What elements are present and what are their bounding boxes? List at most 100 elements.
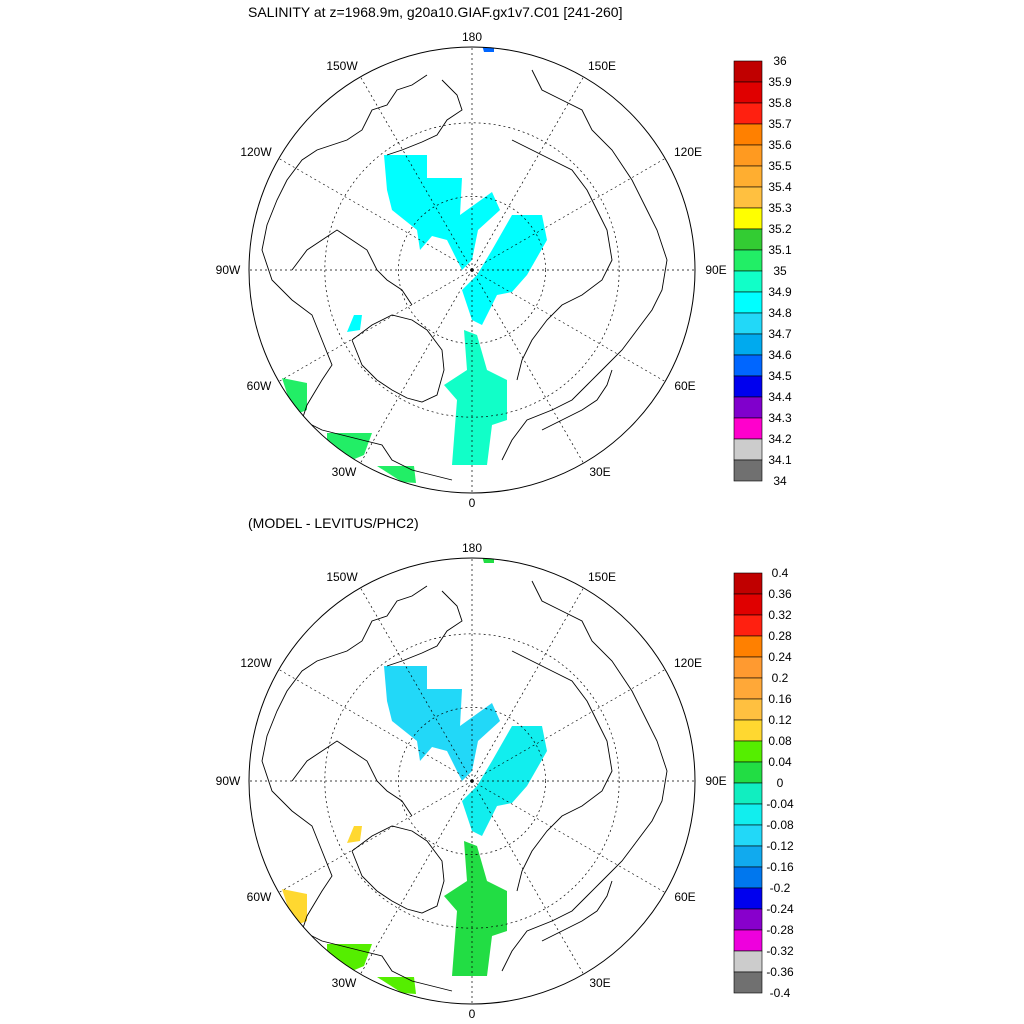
longitude-label-sw: 30W [332, 976, 357, 990]
coastline-1 [386, 590, 463, 667]
colorbar-swatch [733, 438, 763, 461]
colorbar-label: 34.2 [768, 432, 792, 446]
colorbar-label: 0.12 [768, 713, 792, 727]
colorbar-label: 35.8 [768, 96, 792, 110]
longitude-label-ese: 60E [674, 890, 695, 904]
colorbar-label: 35.4 [768, 180, 792, 194]
colorbar-label: 0.04 [768, 755, 792, 769]
latitude-circle-1 [324, 633, 620, 929]
meridian-7 [360, 269, 473, 464]
coastline-1 [386, 79, 463, 156]
colorbar-swatch [733, 866, 763, 889]
coastline-2 [501, 580, 668, 972]
coastline-6 [541, 369, 613, 431]
colorbar-label: -0.08 [766, 818, 794, 832]
colorbar-label: 35.3 [768, 201, 792, 215]
colorbar-swatch [733, 417, 763, 440]
region-bering [482, 558, 494, 563]
meridian-2 [471, 158, 666, 271]
coastline-7 [291, 740, 413, 817]
colorbar-label: 0.2 [772, 671, 789, 685]
colorbar-label: -0.24 [766, 902, 794, 916]
colorbar-label: 34.3 [768, 411, 792, 425]
coastline-3 [511, 139, 613, 381]
region-canada [384, 666, 500, 781]
longitude-label-n: 180 [462, 541, 482, 555]
region-nordic [444, 330, 507, 465]
colorbar-label: -0.12 [766, 839, 794, 853]
colorbar-swatch [733, 354, 763, 377]
map-area [249, 558, 695, 1004]
panel-difference: (MODEL - LEVITUS/PHC2) 180 150E 120E 90E 60E 3… [216, 515, 794, 1021]
longitude-label-e: 90E [705, 774, 726, 788]
colorbar-swatch [733, 123, 763, 146]
meridian-2 [471, 669, 666, 782]
latitude-circle-0 [398, 707, 546, 855]
longitude-label-ne: 150E [588, 570, 616, 584]
region-eurasian [462, 215, 547, 325]
coastline-2 [501, 69, 668, 461]
meridian-11 [360, 587, 473, 782]
coastline-4 [301, 930, 453, 992]
colorbar-label: -0.4 [770, 986, 791, 1000]
colorbar-label: 0.28 [768, 629, 792, 643]
colorbar-label: -0.2 [770, 881, 791, 895]
colorbar-label: 34.9 [768, 285, 792, 299]
colorbar-swatch [733, 656, 763, 679]
panel-title: SALINITY at z=1968.9m, g20a10.GIAF.gx1v7… [248, 4, 622, 20]
colorbar-swatch [733, 144, 763, 167]
colorbar-swatch [733, 929, 763, 952]
longitude-label-wnw: 120W [240, 656, 272, 670]
map-border [248, 557, 696, 1005]
longitude-label-s: 0 [469, 496, 476, 510]
meridian-10 [278, 669, 473, 782]
colorbar-label: -0.16 [766, 860, 794, 874]
colorbar-label: -0.04 [766, 797, 794, 811]
colorbar-swatch [733, 572, 763, 595]
colorbar-swatch [733, 459, 763, 482]
colorbar-swatch [733, 102, 763, 125]
colorbar-label: 0.16 [768, 692, 792, 706]
coastline-0 [261, 585, 428, 932]
colorbar-swatch [733, 761, 763, 784]
colorbar-swatch [733, 291, 763, 314]
meridian-1 [471, 76, 584, 271]
colorbar-label: 0.4 [772, 566, 789, 580]
colorbar-swatch [733, 908, 763, 931]
latitude-circle-0 [398, 196, 546, 344]
longitude-label-ene: 120E [674, 656, 702, 670]
longitude-label-se: 30E [589, 976, 610, 990]
colorbar-swatch [733, 312, 763, 335]
colorbar-label: 34.8 [768, 306, 792, 320]
colorbar-label: 0.08 [768, 734, 792, 748]
map-border [248, 46, 696, 494]
colorbar-swatch [733, 165, 763, 188]
colorbar-swatch [733, 950, 763, 973]
meridian-11 [360, 76, 473, 271]
coastline-6 [541, 880, 613, 942]
longitude-label-s: 0 [469, 1007, 476, 1021]
colorbar-swatch [733, 249, 763, 272]
colorbar-label: 35.9 [768, 75, 792, 89]
region-bering [482, 47, 494, 52]
colorbar: 36 35.9 35.8 35.7 35.6 35.5 35.4 35.3 35.2 35.1 35… [733, 54, 792, 488]
coastline-0 [261, 74, 428, 421]
colorbar-swatch [733, 207, 763, 230]
meridian-7 [360, 780, 473, 975]
colorbar-label: -0.36 [766, 965, 794, 979]
region-atlantic2 [377, 466, 416, 483]
region-baffin [347, 826, 362, 843]
meridian-5 [471, 269, 584, 464]
panel-title: (MODEL - LEVITUS/PHC2) [248, 515, 419, 531]
colorbar-label: 34.7 [768, 327, 792, 341]
colorbar-label: 0.24 [768, 650, 792, 664]
longitude-label-nw: 150W [326, 570, 358, 584]
colorbar-swatch [733, 593, 763, 616]
meridian-1 [471, 587, 584, 782]
colorbar-swatch [733, 81, 763, 104]
colorbar-label: 34.5 [768, 369, 792, 383]
map-area [249, 47, 695, 493]
region-atlantic2 [377, 977, 416, 994]
longitude-label-n: 180 [462, 30, 482, 44]
